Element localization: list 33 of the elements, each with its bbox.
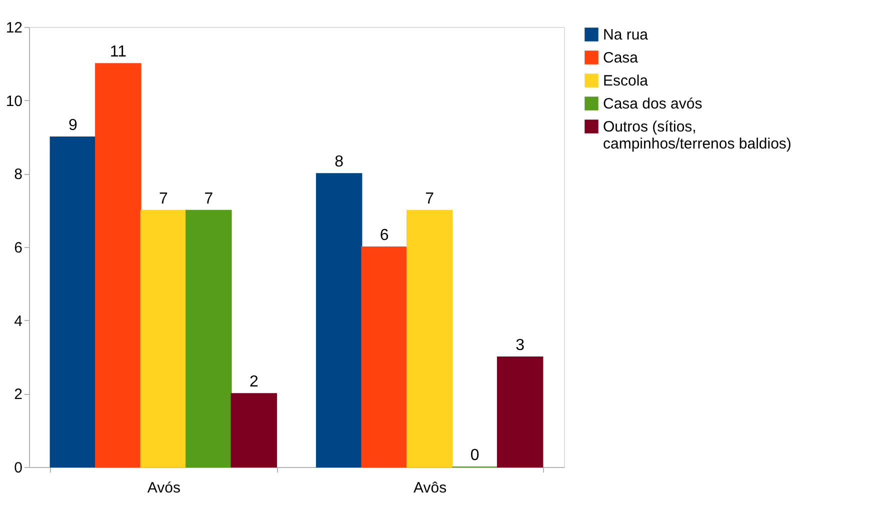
bar <box>186 210 232 468</box>
bar <box>406 210 453 468</box>
data-label: 8 <box>334 154 344 171</box>
data-label: 2 <box>249 374 258 391</box>
data-label: 7 <box>204 190 214 208</box>
data-label: 7 <box>425 190 434 208</box>
x-tick-label: Avôs <box>414 480 447 496</box>
x-tick-label: Avós <box>147 480 180 496</box>
legend-label: Outros (sítios, campinhos/terrenos baldios) <box>603 118 792 152</box>
y-tick-label: 2 <box>14 386 22 404</box>
bar <box>496 356 544 468</box>
legend-label: Na rua <box>603 26 649 44</box>
data-label: 3 <box>516 337 525 354</box>
y-tick-label: 12 <box>6 20 22 36</box>
y-tick-label: 8 <box>14 166 22 184</box>
data-label: 6 <box>380 227 389 244</box>
bar <box>230 393 278 468</box>
y-tick-label: 10 <box>6 92 22 110</box>
y-tick-label: 0 <box>14 460 22 476</box>
data-label: 9 <box>68 117 78 134</box>
legend-label: Casa dos avós <box>603 96 702 112</box>
data-label: 0 <box>470 447 480 464</box>
y-tick-label: 4 <box>14 312 22 330</box>
bar <box>95 63 142 468</box>
legend-label: Casa <box>603 50 639 66</box>
bar <box>50 136 96 468</box>
legend-label: Escola <box>603 72 649 90</box>
bar <box>140 210 187 468</box>
data-label: 7 <box>158 190 168 208</box>
bar <box>361 246 408 468</box>
bar <box>316 173 362 468</box>
data-label: 11 <box>110 44 127 61</box>
y-tick-label: 6 <box>14 240 22 256</box>
